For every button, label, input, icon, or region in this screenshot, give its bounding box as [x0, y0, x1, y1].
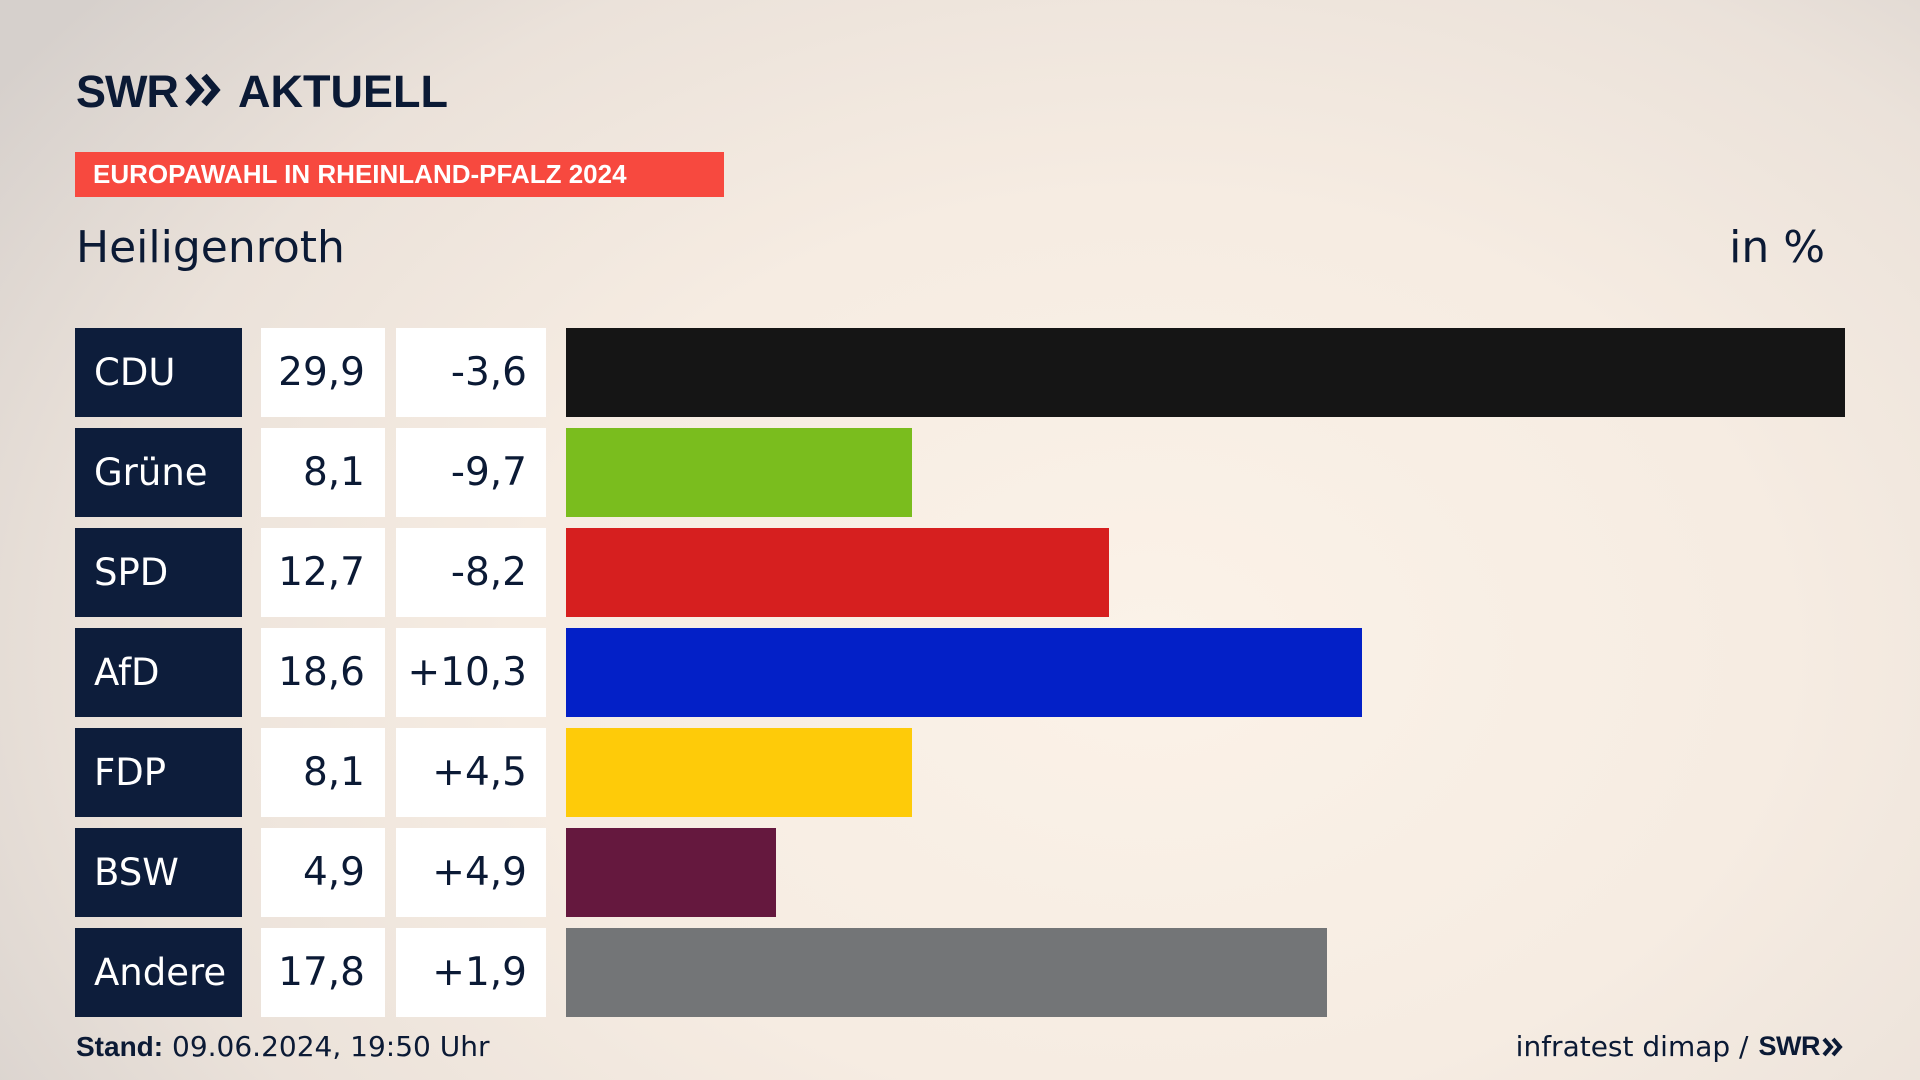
stand-value: 09.06.2024, 19:50 Uhr — [172, 1030, 490, 1063]
source-label: infratest dimap / — [1515, 1030, 1749, 1063]
swr-aktuell-logo: SWR AKTUELL — [76, 66, 448, 118]
vote-share-label: 18,6 — [261, 628, 385, 717]
result-bar — [566, 928, 1327, 1017]
change-label: +4,5 — [396, 728, 546, 817]
party-label: SPD — [75, 528, 242, 617]
place-title: Heiligenroth — [76, 222, 345, 273]
result-bar — [566, 528, 1109, 617]
change-label: +4,9 — [396, 828, 546, 917]
vote-share-label: 17,8 — [261, 928, 385, 1017]
party-row: CDU 29,9 -3,6 — [75, 328, 1845, 417]
vote-share-label: 8,1 — [261, 728, 385, 817]
result-bar — [566, 328, 1845, 417]
party-label: CDU — [75, 328, 242, 417]
party-row: Andere 17,8 +1,9 — [75, 928, 1845, 1017]
unit-label: in % — [1729, 222, 1825, 273]
party-row: Grüne 8,1 -9,7 — [75, 428, 1845, 517]
party-label: FDP — [75, 728, 242, 817]
vote-share-label: 4,9 — [261, 828, 385, 917]
result-bar — [566, 628, 1362, 717]
source-brand: SWR — [1758, 1031, 1821, 1061]
vote-share-label: 12,7 — [261, 528, 385, 617]
change-label: -9,7 — [396, 428, 546, 517]
source-credit: infratest dimap / SWR — [1516, 1030, 1844, 1063]
party-row: FDP 8,1 +4,5 — [75, 728, 1845, 817]
change-label: +10,3 — [396, 628, 546, 717]
party-row: BSW 4,9 +4,9 — [75, 828, 1845, 917]
change-label: +1,9 — [396, 928, 546, 1017]
change-label: -8,2 — [396, 528, 546, 617]
result-bar — [566, 428, 912, 517]
vote-share-label: 29,9 — [261, 328, 385, 417]
result-bar — [566, 828, 776, 917]
double-chevron-small-icon — [1822, 1037, 1844, 1057]
change-label: -3,6 — [396, 328, 546, 417]
party-label: Grüne — [75, 428, 242, 517]
timestamp: Stand: 09.06.2024, 19:50 Uhr — [76, 1030, 489, 1063]
stand-label: Stand: — [76, 1031, 164, 1062]
party-label: AfD — [75, 628, 242, 717]
logo-suffix: AKTUELL — [238, 66, 448, 117]
logo-brand: SWR — [76, 66, 179, 117]
party-label: BSW — [75, 828, 242, 917]
party-label: Andere — [75, 928, 242, 1017]
vote-share-label: 8,1 — [261, 428, 385, 517]
party-row: SPD 12,7 -8,2 — [75, 528, 1845, 617]
election-banner: EUROPAWAHL IN RHEINLAND-PFALZ 2024 — [75, 152, 724, 197]
party-row: AfD 18,6 +10,3 — [75, 628, 1845, 717]
result-bar — [566, 728, 912, 817]
double-chevron-icon — [184, 72, 224, 112]
